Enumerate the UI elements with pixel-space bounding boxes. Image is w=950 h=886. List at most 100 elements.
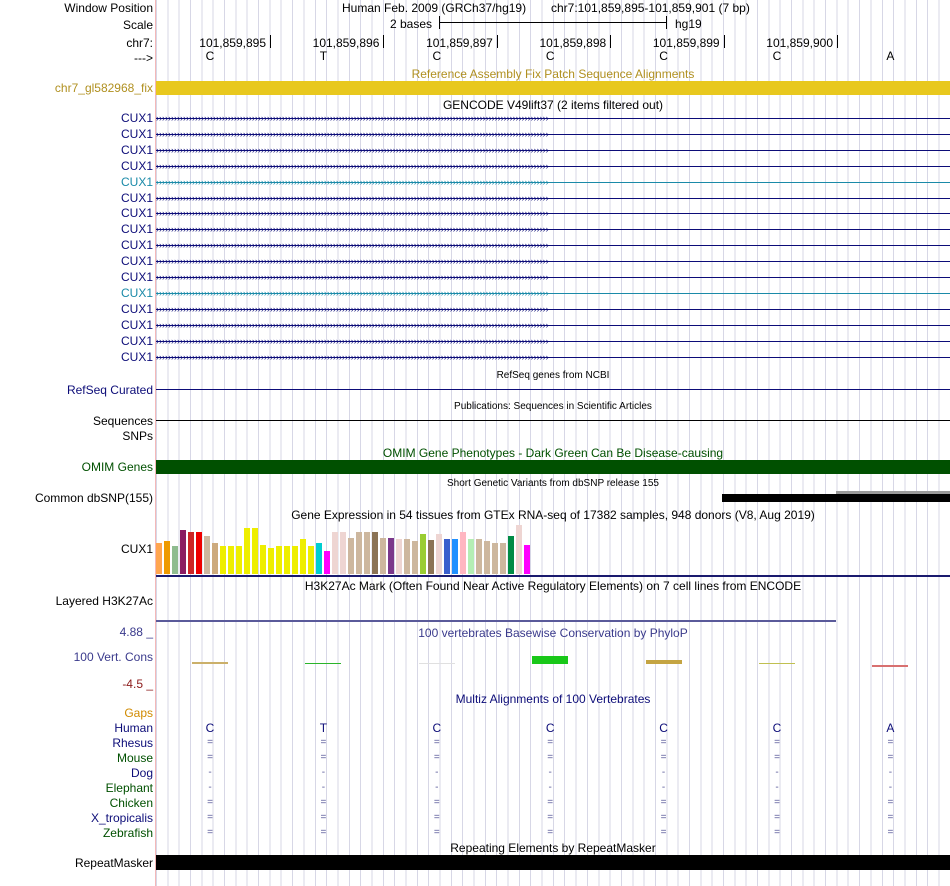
gtex-tissue-bar[interactable] [460, 532, 466, 574]
gtex-tissue-bar[interactable] [244, 528, 250, 574]
multiz-species-label[interactable]: Elephant [105, 781, 153, 795]
phylop-score-mark[interactable] [872, 665, 909, 667]
gencode-item-label[interactable]: CUX1 [120, 238, 153, 253]
gencode-item-label[interactable]: CUX1 [120, 285, 153, 300]
gencode-item-label[interactable]: CUX1 [120, 111, 153, 125]
gtex-tissue-bar[interactable] [364, 532, 370, 574]
gtex-tissue-bar[interactable] [516, 525, 522, 574]
gtex-tissue-bar[interactable] [196, 532, 202, 574]
gencode-transcript[interactable]: ››››››››››››››››››››››››››››››››››››››››… [156, 270, 950, 284]
gtex-tissue-bar[interactable] [332, 532, 338, 574]
gtex-tissue-bar[interactable] [228, 546, 234, 574]
gtex-tissue-bar[interactable] [188, 532, 194, 574]
gtex-tissue-bar[interactable] [156, 543, 162, 574]
phylop-score-mark[interactable] [532, 656, 569, 664]
repeatmasker-label[interactable]: RepeatMasker [74, 856, 153, 870]
gencode-item-label[interactable]: CUX1 [120, 126, 153, 141]
gencode-transcript[interactable]: ››››››››››››››››››››››››››››››››››››››››… [156, 206, 950, 220]
gtex-tissue-bar[interactable] [380, 538, 386, 574]
fix-patch-label[interactable]: chr7_gl582968_fix [54, 81, 153, 95]
gencode-item-label[interactable]: CUX1 [120, 333, 153, 348]
dbsnp-variant[interactable] [722, 494, 950, 502]
multiz-gaps-label[interactable]: Gaps [124, 706, 153, 720]
omim-label[interactable]: OMIM Genes [81, 460, 153, 474]
gtex-tissue-bar[interactable] [468, 539, 474, 574]
gencode-item-label[interactable]: CUX1 [120, 174, 153, 189]
gtex-tissue-bar[interactable] [524, 545, 530, 574]
gtex-tissue-bar[interactable] [396, 539, 402, 574]
gencode-transcript[interactable]: ››››››››››››››››››››››››››››››››››››››››… [156, 286, 950, 300]
gtex-tissue-bar[interactable] [292, 546, 298, 574]
gencode-item-label[interactable]: CUX1 [120, 349, 153, 364]
refseq-line[interactable] [156, 389, 950, 390]
gtex-tissue-bar[interactable] [220, 546, 226, 574]
position-title[interactable]: chr7:101,859,895-101,859,901 (7 bp) [551, 1, 750, 15]
phylop-score-mark[interactable] [759, 663, 795, 664]
gencode-transcript[interactable]: ››››››››››››››››››››››››››››››››››››››››… [156, 318, 950, 332]
gencode-item-label[interactable]: CUX1 [120, 270, 153, 284]
publications-label[interactable]: Sequences [92, 414, 153, 428]
gencode-item-label[interactable]: CUX1 [120, 206, 153, 221]
phylop-label[interactable]: 100 Vert. Cons [73, 650, 153, 664]
gencode-transcript[interactable]: ››››››››››››››››››››››››››››››››››››››››… [156, 191, 950, 205]
phylop-score-mark[interactable] [645, 660, 682, 664]
gtex-tissue-bar[interactable] [452, 539, 458, 574]
multiz-species-label[interactable]: Dog [130, 766, 153, 780]
dbsnp-label[interactable]: Common dbSNP(155) [34, 491, 153, 505]
multiz-species-label[interactable]: Zebrafish [102, 826, 153, 840]
gtex-tissue-bar[interactable] [260, 545, 266, 574]
gencode-transcript[interactable]: ››››››››››››››››››››››››››››››››››››››››… [156, 222, 950, 236]
gtex-tissue-bar[interactable] [308, 546, 314, 574]
gencode-transcript[interactable]: ››››››››››››››››››››››››››››››››››››››››… [156, 254, 950, 268]
multiz-species-label[interactable]: Chicken [109, 796, 153, 810]
phylop-score-mark[interactable] [305, 663, 342, 664]
gtex-tissue-bar[interactable] [428, 540, 434, 574]
h3k27ac-label[interactable]: Layered H3K27Ac [55, 594, 153, 608]
gtex-tissue-bar[interactable] [340, 532, 346, 574]
gtex-label[interactable]: CUX1 [120, 542, 153, 556]
gtex-expression-chart[interactable] [156, 522, 950, 574]
gtex-tissue-bar[interactable] [348, 538, 354, 574]
gtex-tissue-bar[interactable] [404, 539, 410, 574]
gtex-tissue-bar[interactable] [172, 546, 178, 574]
gtex-tissue-bar[interactable] [476, 539, 482, 574]
gtex-tissue-bar[interactable] [300, 539, 306, 574]
gtex-tissue-bar[interactable] [412, 541, 418, 574]
gtex-tissue-bar[interactable] [236, 546, 242, 574]
gtex-tissue-bar[interactable] [212, 543, 218, 574]
gtex-tissue-bar[interactable] [284, 546, 290, 574]
fix-patch-bar[interactable] [156, 81, 950, 95]
gtex-tissue-bar[interactable] [356, 532, 362, 574]
gencode-item-label[interactable]: CUX1 [120, 301, 153, 316]
gencode-item-label[interactable]: CUX1 [120, 222, 153, 237]
gtex-tissue-bar[interactable] [268, 548, 274, 574]
gencode-transcript[interactable]: ››››››››››››››››››››››››››››››››››››››››… [156, 111, 950, 125]
multiz-species-label[interactable]: Human [114, 721, 153, 735]
h3k27ac-signal[interactable] [156, 620, 836, 622]
gtex-tissue-bar[interactable] [508, 536, 514, 574]
gtex-tissue-bar[interactable] [444, 539, 450, 574]
gencode-item-label[interactable]: CUX1 [120, 142, 153, 157]
gtex-tissue-bar[interactable] [180, 530, 186, 574]
gtex-tissue-bar[interactable] [204, 536, 210, 574]
phylop-score-mark[interactable] [192, 662, 228, 664]
gencode-item-label[interactable]: CUX1 [120, 254, 153, 269]
gencode-transcript[interactable]: ››››››››››››››››››››››››››››››››››››››››… [156, 302, 950, 316]
gtex-tissue-bar[interactable] [372, 532, 378, 574]
omim-bar[interactable] [156, 460, 950, 474]
gtex-tissue-bar[interactable] [164, 541, 170, 574]
publications-line[interactable] [156, 420, 950, 421]
phylop-score-mark[interactable] [418, 663, 455, 664]
gencode-item-label[interactable]: CUX1 [120, 317, 153, 332]
gencode-transcript[interactable]: ››››››››››››››››››››››››››››››››››››››››… [156, 159, 950, 173]
gencode-transcript[interactable]: ››››››››››››››››››››››››››››››››››››››››… [156, 127, 950, 141]
gtex-tissue-bar[interactable] [276, 546, 282, 574]
gtex-tissue-bar[interactable] [436, 534, 442, 574]
gencode-transcript[interactable]: ››››››››››››››››››››››››››››››››››››››››… [156, 143, 950, 157]
gtex-tissue-bar[interactable] [316, 543, 322, 574]
gtex-tissue-bar[interactable] [324, 551, 330, 574]
phylop-chart[interactable] [156, 640, 950, 690]
gtex-tissue-bar[interactable] [492, 543, 498, 574]
multiz-species-label[interactable]: X_tropicalis [90, 811, 153, 825]
publications-snps-label[interactable]: SNPs [122, 429, 153, 443]
